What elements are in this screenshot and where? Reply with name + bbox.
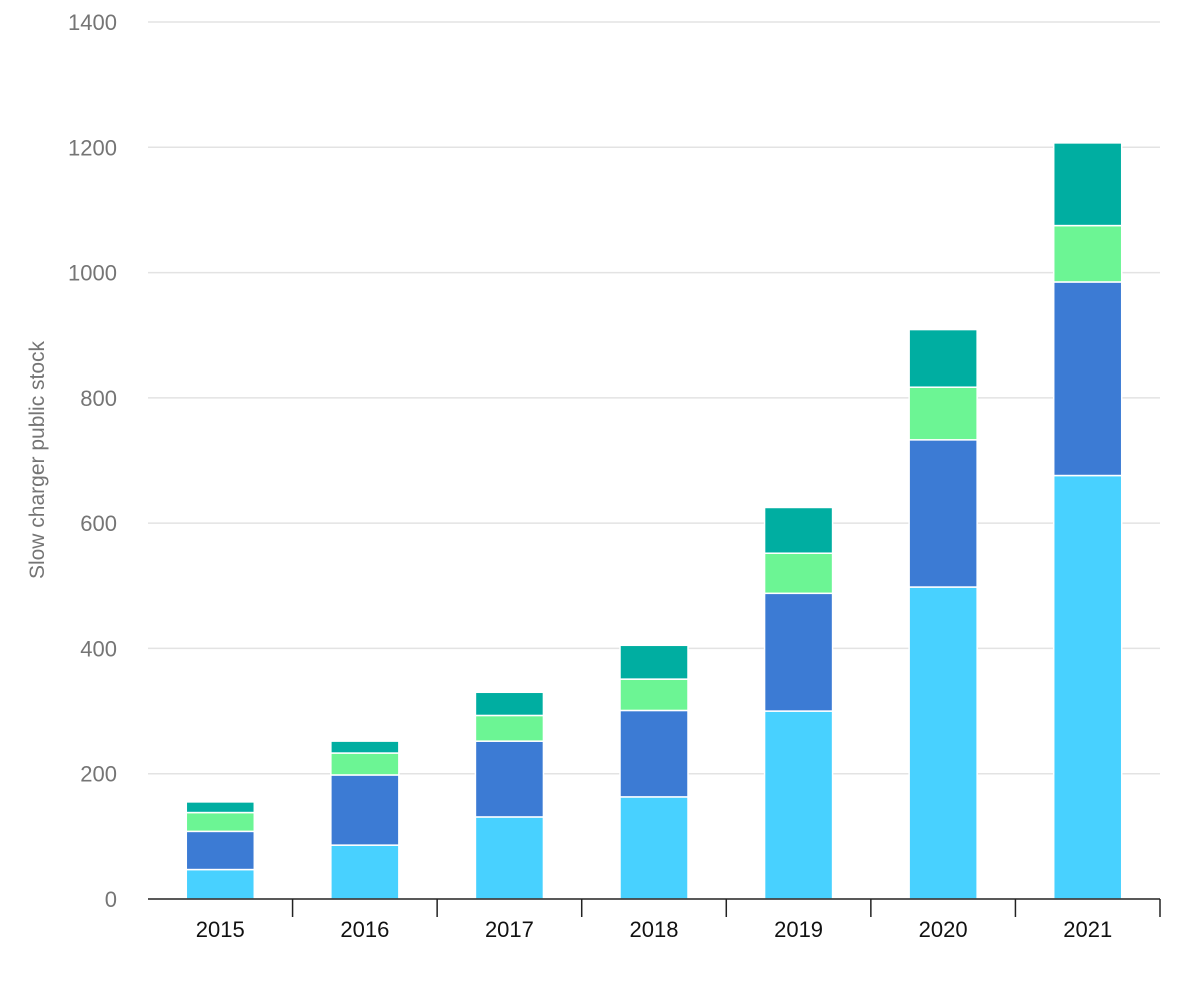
- bar-segment: [619, 644, 689, 680]
- y-tick-label: 400: [80, 636, 117, 661]
- bar-segment: [763, 552, 834, 595]
- x-tick-label: 2018: [630, 917, 679, 942]
- bar-segment: [474, 740, 545, 818]
- y-tick-label: 1000: [68, 261, 117, 286]
- bar-segment: [619, 678, 689, 712]
- x-tick-label: 2016: [340, 917, 389, 942]
- y-tick-label: 1400: [68, 10, 117, 35]
- bar-segment: [185, 811, 256, 833]
- x-tick-label: 2021: [1063, 917, 1112, 942]
- bar-segment: [474, 691, 545, 717]
- bar-segment: [1052, 474, 1123, 900]
- bar-segment: [185, 830, 256, 871]
- bar-segment: [1052, 142, 1123, 227]
- x-tick-label: 2020: [919, 917, 968, 942]
- y-tick-label: 1200: [68, 135, 117, 160]
- y-tick-label: 800: [80, 386, 117, 411]
- axes: [148, 898, 1161, 917]
- x-tick-label: 2019: [774, 917, 823, 942]
- bar-segment: [185, 801, 256, 814]
- bar-segment: [330, 752, 400, 776]
- y-tick-label: 600: [80, 511, 117, 536]
- bar-segment: [474, 816, 545, 900]
- bar-segment: [908, 586, 978, 900]
- y-tick-label: 200: [80, 762, 117, 787]
- bar-segment: [1052, 281, 1123, 477]
- bar-segment: [330, 844, 400, 900]
- bar-segment: [330, 774, 400, 846]
- x-tick-label: 2017: [485, 917, 534, 942]
- y-tick-labels: 0 200 400 600 800 1000 1200 1400: [68, 10, 117, 912]
- y-tick-label: 0: [105, 887, 117, 912]
- y-axis-label: Slow charger public stock: [26, 340, 49, 579]
- bar-segment: [1052, 224, 1123, 283]
- bar-segment: [763, 710, 834, 900]
- bar-segment: [330, 740, 400, 754]
- grid-lines: [148, 21, 1160, 775]
- bar-segment: [908, 439, 978, 588]
- bars: [185, 142, 1123, 900]
- x-tick-label: 2015: [196, 917, 245, 942]
- bar-segment: [619, 709, 689, 798]
- bar-segment: [185, 868, 256, 900]
- bar-segment: [474, 714, 545, 742]
- bar-segment: [908, 328, 978, 388]
- bar-segment: [763, 506, 834, 554]
- x-tick-labels: 2015 2016 2017 2018 2019 2020 2021: [196, 917, 1112, 942]
- bar-segment: [763, 592, 834, 712]
- bar-segment: [908, 386, 978, 441]
- bar-segment: [619, 796, 689, 900]
